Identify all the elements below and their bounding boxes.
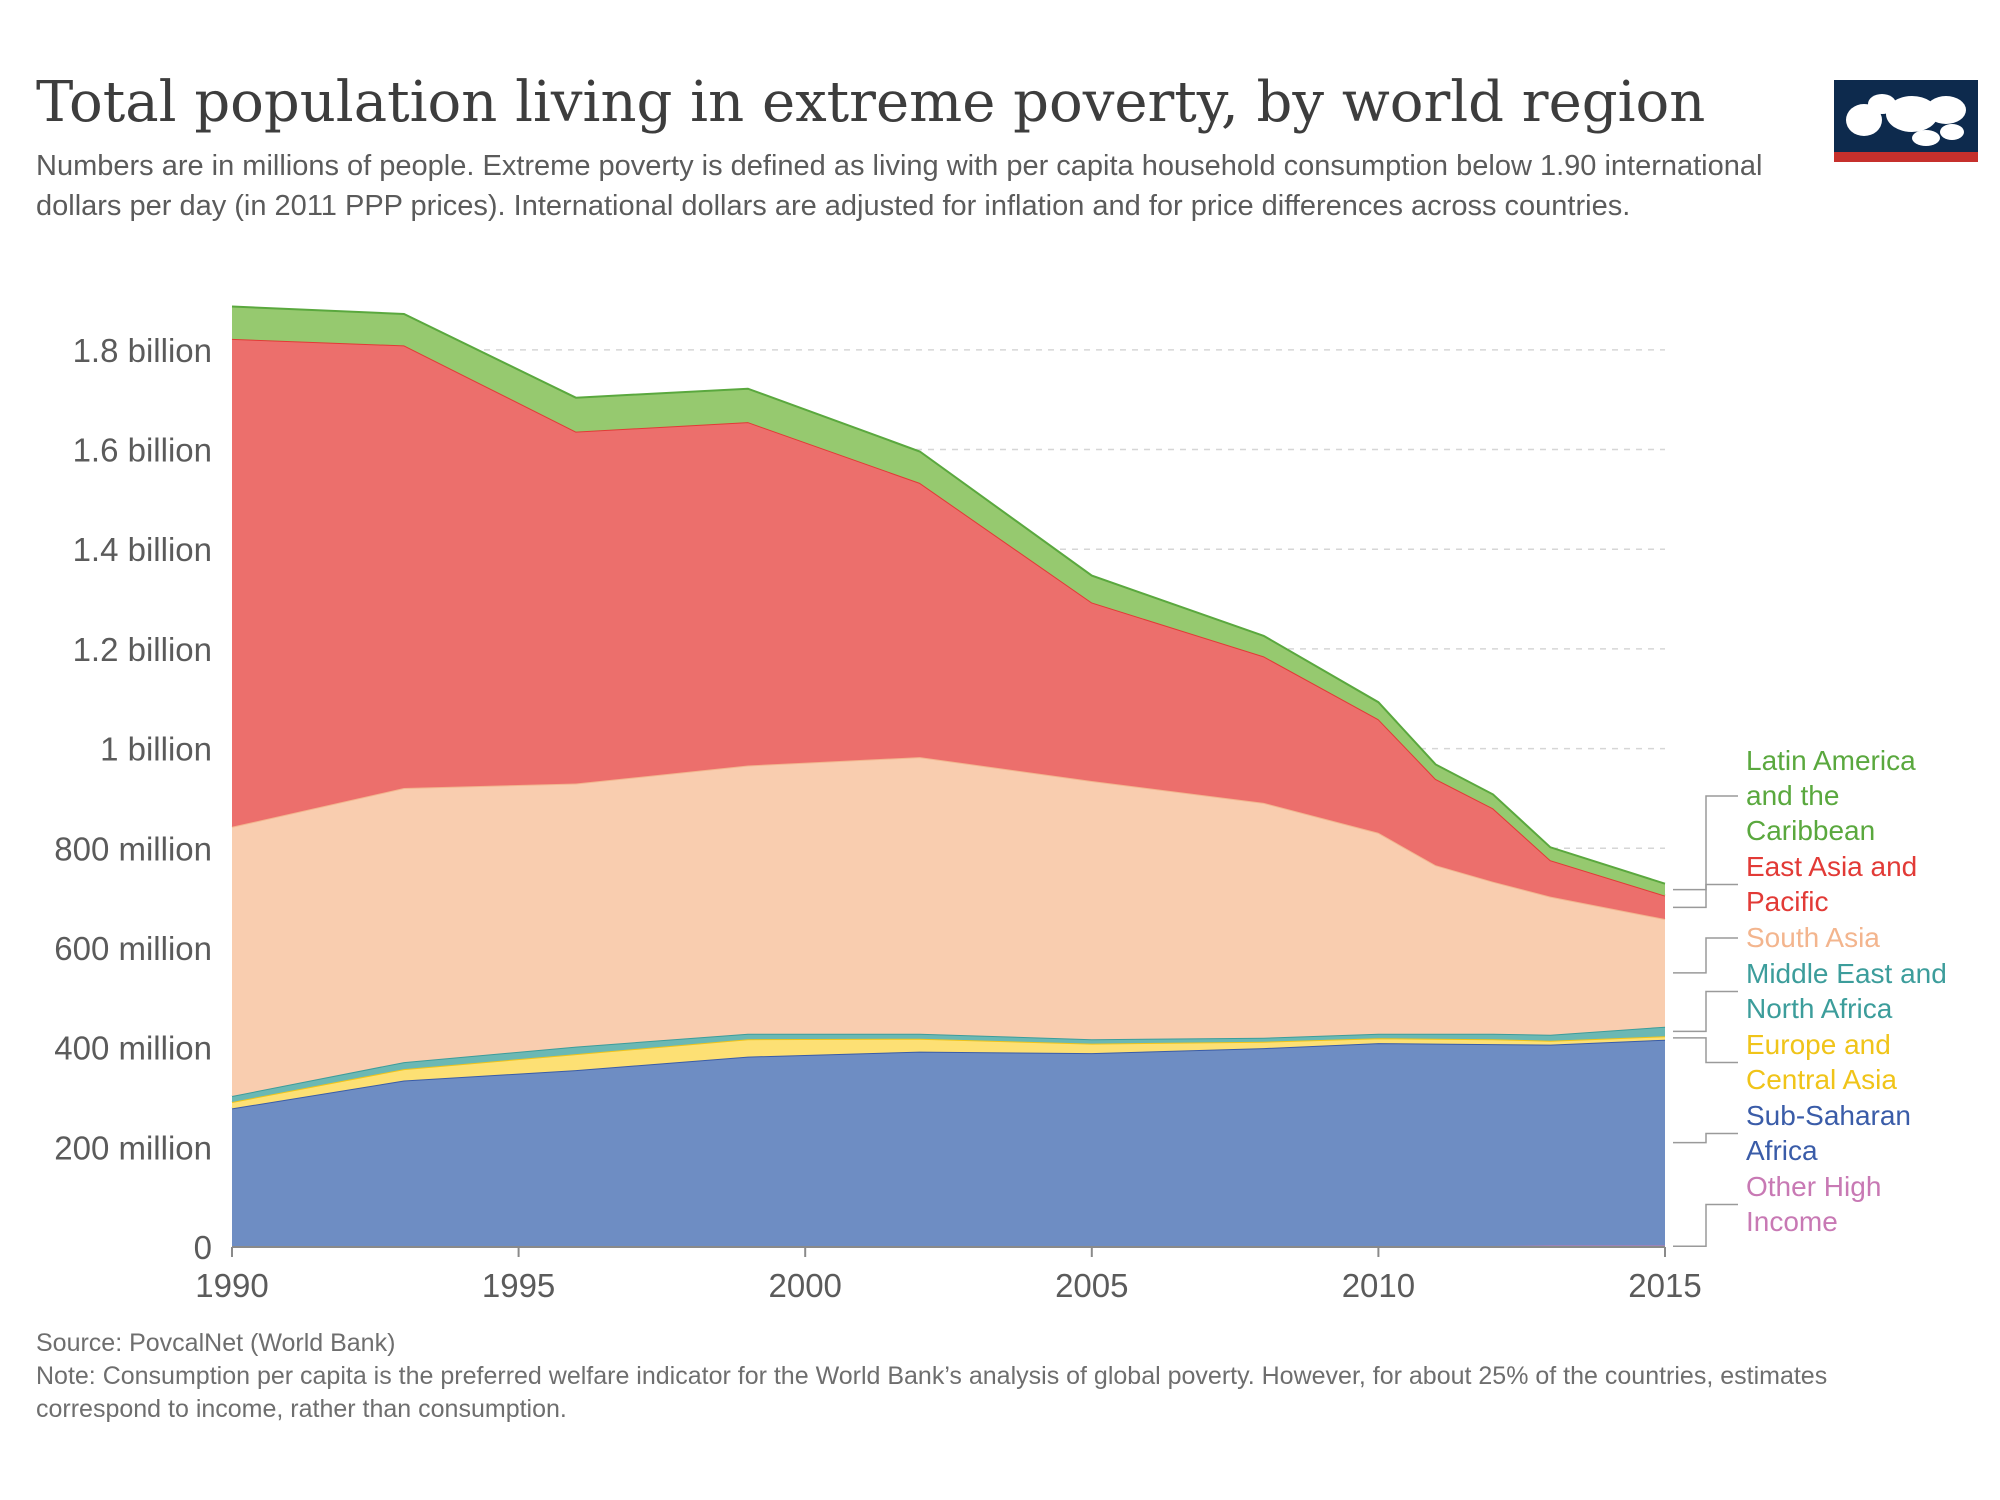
- area-south-asia: [232, 757, 1665, 1096]
- poverty-area-chart: 1990 1995 2000 2005 2010 2015 0 200 million 400…: [54, 305, 1947, 1304]
- y-axis: 0 200 million 400 million 600 million 800 mi…: [54, 332, 212, 1266]
- y-tick-label: 1.8 billion: [73, 332, 212, 369]
- label-connector: [1673, 1203, 1738, 1248]
- our-world-in-data-logo[interactable]: [1834, 80, 1978, 162]
- label-connector: [1673, 937, 1738, 974]
- y-tick-label: 1.4 billion: [73, 531, 212, 568]
- y-tick-label: 1.2 billion: [73, 631, 212, 668]
- x-tick-label: 2015: [1628, 1267, 1701, 1304]
- series-label: Middle East and: [1746, 958, 1947, 989]
- label-connector: [1673, 1037, 1738, 1064]
- series-label: Income: [1746, 1206, 1838, 1237]
- label-connector: [1673, 990, 1738, 1033]
- x-tick-label: 2005: [1055, 1267, 1128, 1304]
- label-connector: [1673, 883, 1738, 909]
- series-label: Pacific: [1746, 886, 1828, 917]
- series-label: Caribbean: [1746, 815, 1875, 846]
- series-label: South Asia: [1746, 922, 1880, 953]
- stacked-areas: [231, 305, 1666, 1248]
- footnote: Note: Consumption per capita is the pref…: [36, 1362, 1828, 1423]
- x-tick-label: 1990: [195, 1267, 268, 1304]
- series-label: Sub-Saharan: [1746, 1100, 1911, 1131]
- series-label: East Asia and: [1746, 851, 1917, 882]
- footer: Source: PovcalNet (World Bank) Note: Con…: [36, 1327, 1916, 1426]
- logo-bar: [1834, 152, 1978, 162]
- x-tick-label: 1995: [482, 1267, 555, 1304]
- series-label: Central Asia: [1746, 1064, 1897, 1095]
- series-labels: Latin America and the Caribbean East Asia a…: [1673, 745, 1947, 1248]
- x-tick-label: 2000: [768, 1267, 841, 1304]
- x-tick-label: 2010: [1342, 1267, 1415, 1304]
- x-axis: 1990 1995 2000 2005 2010 2015: [195, 1246, 1702, 1304]
- label-connector: [1673, 1132, 1738, 1144]
- series-line: [231, 305, 1666, 885]
- y-tick-label: 0: [194, 1229, 212, 1266]
- y-tick-label: 800 million: [54, 830, 212, 867]
- area-sub-saharan-africa: [232, 1039, 1665, 1247]
- chart-subtitle: Numbers are in millions of people. Extre…: [36, 150, 1763, 222]
- series-label: North Africa: [1746, 993, 1893, 1024]
- series-label: and the: [1746, 780, 1839, 811]
- y-tick-label: 600 million: [54, 930, 212, 967]
- y-tick-label: 1 billion: [100, 731, 212, 768]
- area-east-asia-and-pacific: [232, 338, 1665, 919]
- y-tick-label: 1.6 billion: [73, 432, 212, 469]
- series-label: Europe and: [1746, 1029, 1891, 1060]
- label-connector: [1673, 795, 1738, 891]
- y-tick-label: 200 million: [54, 1129, 212, 1166]
- chart-title: Total population living in extreme pover…: [36, 70, 1706, 135]
- series-label: Africa: [1746, 1135, 1818, 1166]
- series-label: Other High: [1746, 1171, 1881, 1202]
- source-note: Source: PovcalNet (World Bank): [36, 1329, 396, 1357]
- series-label: Latin America: [1746, 745, 1916, 776]
- area-europe-and-central-asia: [232, 1036, 1665, 1109]
- y-tick-label: 400 million: [54, 1030, 212, 1067]
- world-map-icon: [1846, 94, 1966, 146]
